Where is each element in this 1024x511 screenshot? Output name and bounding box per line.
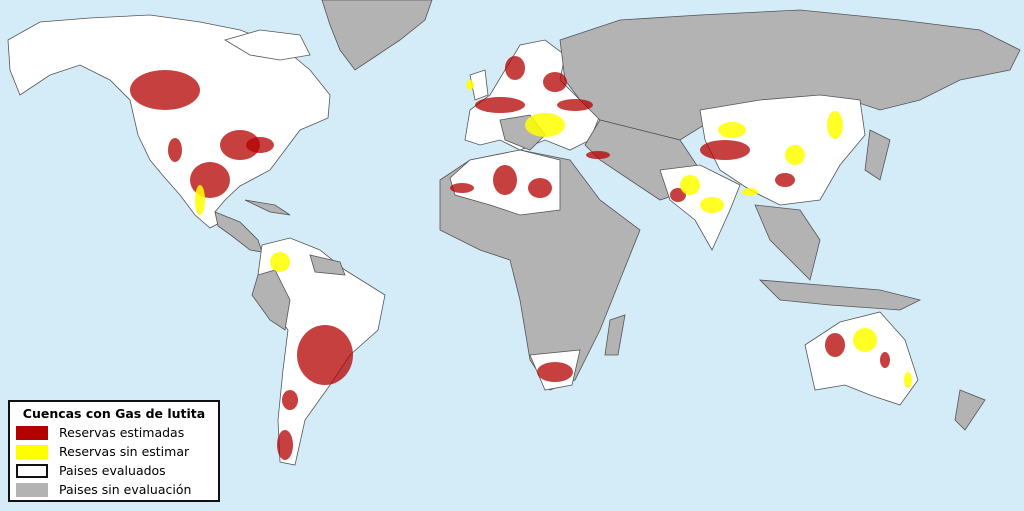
central-america [214, 199, 291, 253]
legend-item-estimated: Reservas estimadas [16, 423, 212, 442]
shale-basins-estimated [130, 56, 890, 460]
legend: Cuencas con Gas de lutita Reservas estim… [8, 400, 220, 502]
yellow-swatch [16, 444, 48, 459]
north-america [7, 14, 331, 229]
legend-item-not-evaluated: Paises sin evaluación [16, 480, 212, 499]
red-swatch [16, 425, 48, 440]
legend-item-evaluated: Paises evaluados [16, 461, 212, 480]
white-swatch [16, 463, 48, 478]
legend-label: Reservas estimadas [59, 425, 185, 440]
legend-label: Paises sin evaluación [59, 482, 192, 497]
legend-title: Cuencas con Gas de lutita [22, 406, 206, 421]
legend-item-unestimated: Reservas sin estimar [16, 442, 212, 461]
shale-basins-unestimated [195, 80, 912, 388]
legend-label: Paises evaluados [59, 463, 166, 478]
greenland [321, 0, 433, 71]
europe [464, 39, 601, 151]
asia-evaluated [659, 94, 922, 311]
gray-swatch [16, 482, 48, 497]
legend-label: Reservas sin estimar [59, 444, 190, 459]
australia [804, 311, 986, 431]
